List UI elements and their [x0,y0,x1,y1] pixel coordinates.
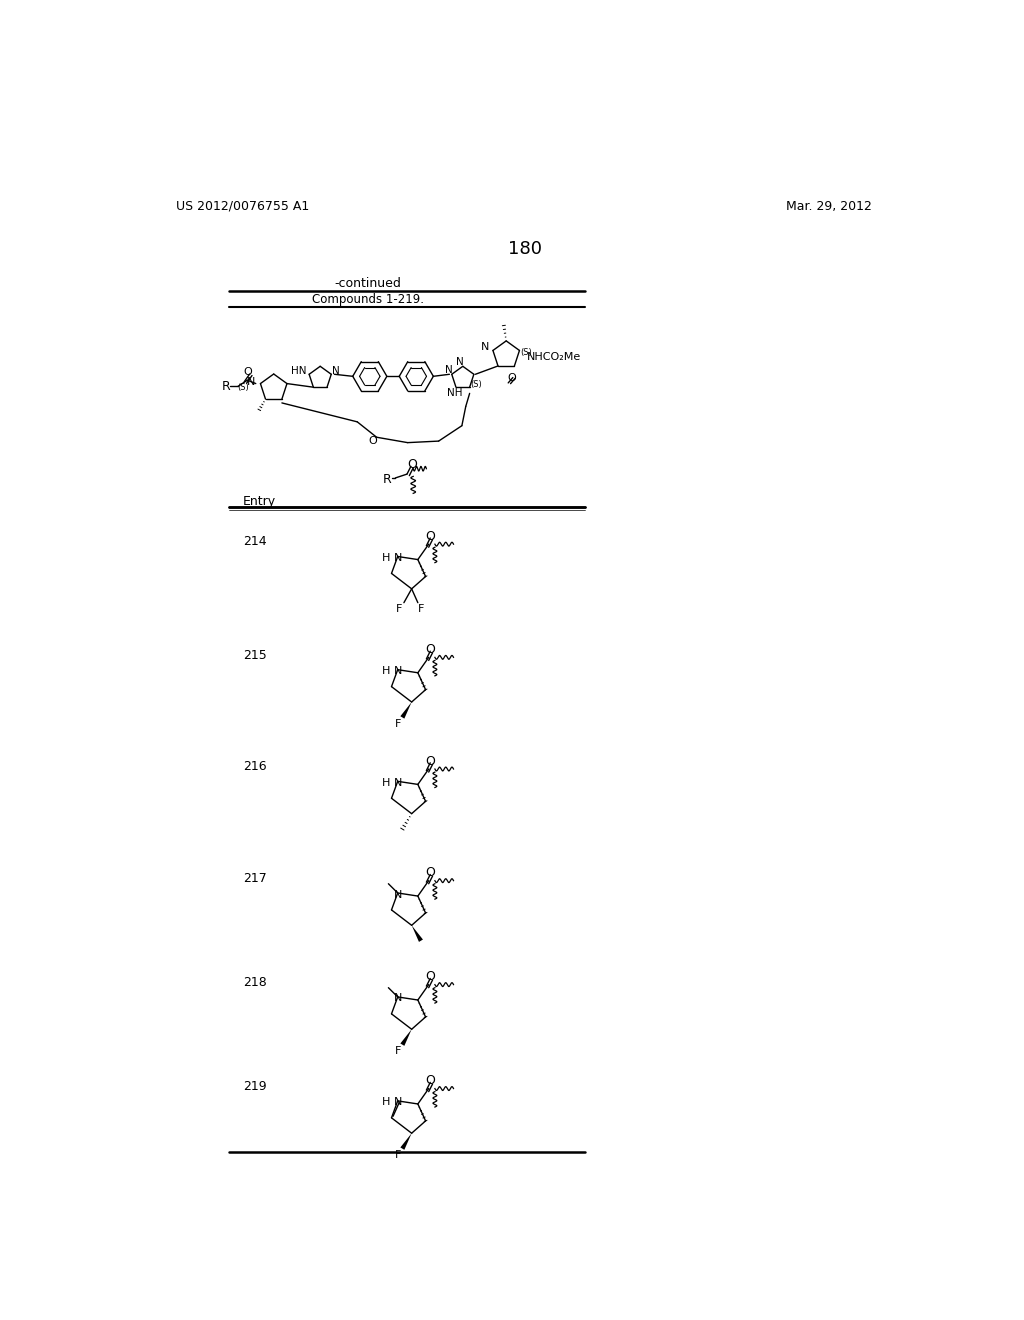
Text: O: O [425,866,435,879]
Text: 215: 215 [243,648,266,661]
Text: O: O [425,529,435,543]
Text: N: N [393,1097,401,1107]
Text: R: R [383,473,392,486]
Text: N: N [393,777,401,788]
Text: F: F [394,1150,400,1160]
Text: N: N [393,994,401,1003]
Text: (S): (S) [520,347,531,356]
Text: O: O [425,755,435,768]
Text: H: H [382,667,390,676]
Text: -continued: -continued [335,277,401,290]
Text: Compounds 1-219.: Compounds 1-219. [312,293,424,306]
Text: O: O [369,436,377,446]
Text: H: H [382,553,390,564]
Text: N: N [247,378,255,387]
Text: N: N [393,553,401,564]
Text: O: O [508,372,516,383]
Text: O: O [425,643,435,656]
Text: N: N [456,358,464,367]
Text: NH: NH [446,388,462,399]
Text: N: N [393,667,401,676]
Text: F: F [394,1045,400,1056]
Text: O: O [408,458,418,471]
Text: O: O [425,970,435,983]
Text: 218: 218 [243,975,266,989]
Text: N: N [481,342,489,352]
Text: F: F [394,718,400,729]
Text: N: N [444,366,453,375]
Text: R: R [221,380,230,393]
Polygon shape [400,1133,412,1150]
Text: F: F [396,603,402,614]
Text: F: F [418,603,424,614]
Polygon shape [400,1030,412,1045]
Text: H: H [382,777,390,788]
Text: 180: 180 [508,240,542,259]
Text: (S): (S) [238,383,249,392]
Text: 217: 217 [243,871,266,884]
Polygon shape [412,925,423,942]
Text: (S): (S) [470,380,481,388]
Text: 216: 216 [243,760,266,774]
Text: US 2012/0076755 A1: US 2012/0076755 A1 [176,199,309,213]
Text: O: O [425,1074,435,1088]
Text: 214: 214 [243,536,266,548]
Text: NHCO₂Me: NHCO₂Me [527,351,582,362]
Text: 219: 219 [243,1080,266,1093]
Text: Entry: Entry [243,495,275,508]
Text: N: N [332,366,340,376]
Polygon shape [400,702,412,718]
Text: Mar. 29, 2012: Mar. 29, 2012 [786,199,872,213]
Text: N: N [393,890,401,899]
Text: HN: HN [291,366,306,376]
Text: O: O [243,367,252,378]
Text: H: H [382,1097,390,1107]
